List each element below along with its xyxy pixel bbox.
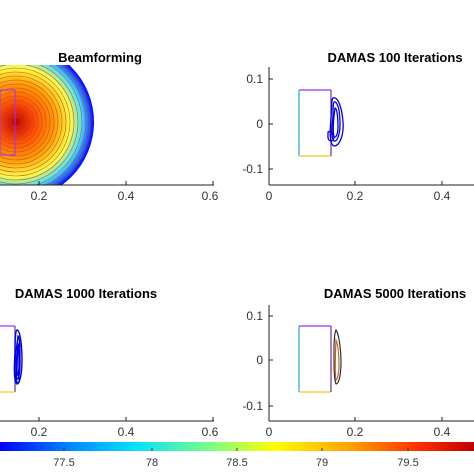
- x-tick-label: 0.4: [118, 425, 135, 439]
- contour-line: [16, 341, 20, 376]
- panel-title: DAMAS 1000 Iterations: [15, 286, 157, 301]
- contour-ring: [0, 65, 75, 181]
- contour-line: [327, 130, 335, 142]
- contour-ring: [0, 67, 71, 177]
- source-box: [298, 325, 332, 393]
- damas-blob: [333, 328, 342, 385]
- x-tick-label: 0.2: [31, 425, 48, 439]
- y-tick-label: 0.1: [246, 72, 263, 86]
- x-tick-label: 0.4: [434, 425, 451, 439]
- contour-ring: [0, 87, 51, 157]
- contour-ring: [45, 65, 87, 185]
- panel-damas-100: DAMAS 100 Iterations 0.1 0 -0.1 0 0.2 0.…: [242, 50, 474, 203]
- panel-beamforming: Beamforming 0.2 0.4 0.6: [0, 50, 219, 203]
- x-tick-label: 0.2: [347, 189, 364, 203]
- x-ticks: 0 0.2 0.4: [266, 417, 451, 439]
- contour-ring: [0, 83, 55, 161]
- panel-damas-1000: DAMAS 1000 Iterations 0.2 0.4 0.6: [0, 286, 219, 439]
- contour-ring: [0, 95, 43, 149]
- x-tick-label: 0.4: [118, 189, 135, 203]
- panel-title: DAMAS 5000 Iterations: [324, 286, 466, 301]
- contour-ring: [0, 103, 35, 141]
- x-ticks: 0 0.2 0.4: [266, 181, 451, 203]
- colorbar-gradient: [0, 442, 474, 451]
- contour-ring: [0, 71, 67, 173]
- contour-ring: [5, 111, 27, 133]
- y-ticks: 0.1 0 -0.1: [242, 72, 273, 176]
- contour-ring: [34, 65, 83, 185]
- contour-line: [13, 329, 23, 385]
- colorbar-tick-label: 78: [146, 457, 158, 469]
- contour-ring: [54, 65, 91, 185]
- contour-line: [332, 107, 339, 138]
- x-ticks: 0.2 0.4 0.6: [31, 417, 219, 439]
- y-tick-label: 0: [256, 353, 263, 367]
- contour-line: [331, 101, 341, 142]
- contour-line: [334, 337, 340, 381]
- contour-ring: [0, 65, 79, 185]
- y-tick-label: -0.1: [242, 162, 263, 176]
- source-box: [0, 89, 16, 156]
- x-tick-label: 0.2: [347, 425, 364, 439]
- y-tick-label: 0: [256, 117, 263, 131]
- colorbar-ticks: 77.5 78 78.5 79 79.5: [53, 448, 419, 469]
- contour-ring: [0, 79, 59, 165]
- x-tick-label: 0.4: [434, 189, 451, 203]
- contour-rings: [0, 65, 91, 185]
- contour-ring: [0, 99, 39, 145]
- damas-blob: [327, 97, 344, 147]
- source-box: [298, 89, 332, 157]
- beamforming-contours: [0, 65, 94, 185]
- colorbar-tick-label: 79: [316, 457, 328, 469]
- x-tick-label: 0.2: [31, 189, 48, 203]
- contour-ring: [9, 115, 23, 129]
- source-box: [0, 325, 16, 393]
- x-tick-label: 0.6: [202, 189, 219, 203]
- x-tick-label: 0: [266, 425, 273, 439]
- y-tick-label: -0.1: [242, 399, 263, 413]
- x-tick-label: 0: [266, 189, 273, 203]
- x-tick-label: 0.6: [202, 425, 219, 439]
- contour-ring: [0, 75, 63, 169]
- y-ticks: 0.1 0 -0.1: [242, 309, 273, 413]
- contour-ring: [0, 91, 47, 153]
- colorbar-tick-label: 79.5: [397, 457, 418, 469]
- y-tick-label: 0.1: [246, 309, 263, 323]
- contour-ring: [1, 107, 31, 137]
- panel-damas-5000: DAMAS 5000 Iterations 0.1 0 -0.1 0 0.2 0…: [242, 286, 474, 439]
- x-ticks: 0.2 0.4 0.6: [31, 181, 219, 203]
- colorbar-tick-label: 78.5: [226, 457, 247, 469]
- contour-line: [15, 371, 20, 384]
- colorbar: 77.5 78 78.5 79 79.5: [0, 442, 474, 469]
- panel-title: Beamforming: [58, 50, 142, 65]
- beamforming-map: [0, 65, 94, 185]
- contour-line: [329, 97, 344, 147]
- colorbar-tick-label: 77.5: [53, 457, 74, 469]
- damas-blob: [13, 329, 23, 385]
- contour-line: [333, 328, 342, 385]
- panel-title: DAMAS 100 Iterations: [327, 50, 462, 65]
